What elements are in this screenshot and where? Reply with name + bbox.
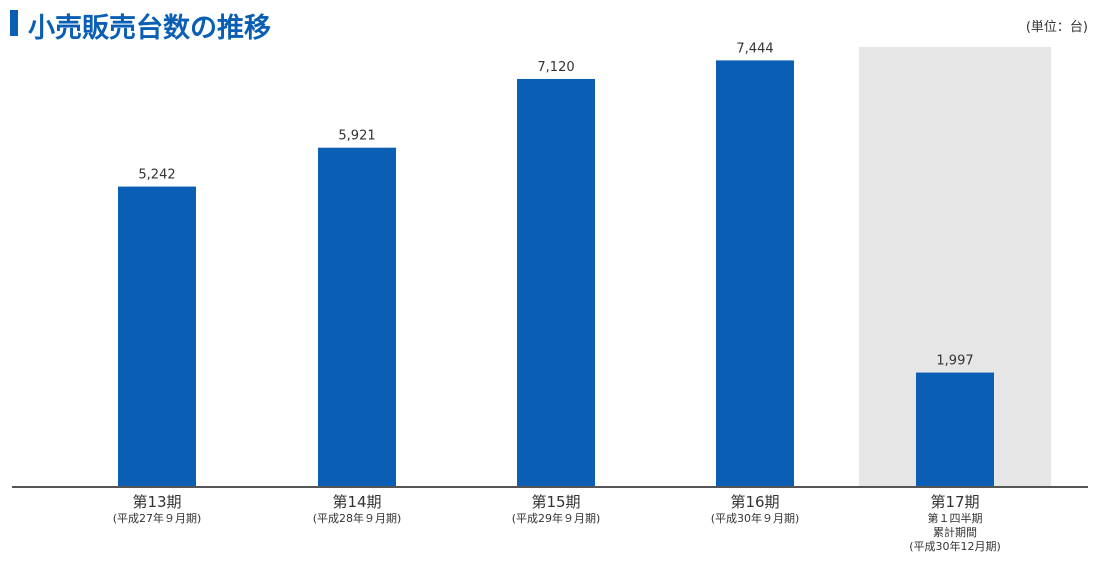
unit-label: (単位：台) — [1025, 20, 1088, 35]
bar-5 — [916, 372, 994, 487]
value-label-3: 7,120 — [537, 60, 574, 75]
value-label-4: 7,444 — [736, 41, 773, 56]
category-label-5-line-4: (平成30年12月期) — [909, 539, 1001, 553]
category-label-1-line-1: 第13期 — [132, 493, 181, 511]
category-label-2-line-2: (平成28年９月期) — [313, 511, 402, 525]
category-label-5-line-1: 第17期 — [930, 493, 979, 511]
bar-3 — [517, 78, 595, 487]
category-label-1-line-2: (平成27年９月期) — [113, 511, 202, 525]
value-label-1: 5,242 — [138, 168, 175, 183]
category-label-4-line-1: 第16期 — [730, 493, 779, 511]
category-label-3-line-2: (平成29年９月期) — [512, 511, 601, 525]
category-label-3-line-1: 第15期 — [531, 493, 580, 511]
title-accent-bar — [10, 10, 18, 36]
bar-2 — [318, 147, 396, 487]
category-label-5-line-2: 第１四半期 — [928, 511, 983, 525]
chart-title: 小売販売台数の推移 — [28, 13, 271, 44]
category-label-2-line-1: 第14期 — [332, 493, 381, 511]
category-label-4-line-2: (平成30年９月期) — [711, 511, 800, 525]
bar-4 — [716, 60, 794, 487]
category-label-5-line-3: 累計期間 — [933, 525, 977, 539]
value-label-2: 5,921 — [338, 129, 375, 144]
bar-1 — [118, 186, 196, 487]
value-label-5: 1,997 — [936, 354, 973, 369]
